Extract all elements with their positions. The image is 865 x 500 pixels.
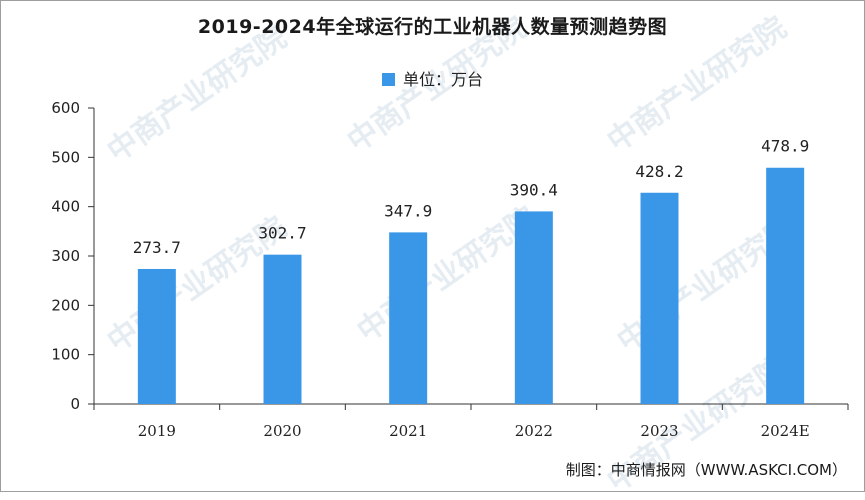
x-tick-label: 2019 (138, 422, 176, 440)
data-label: 273.7 (133, 238, 181, 257)
data-labels: 273.7 302.7 347.9 390.4 428.2 478.9 (133, 137, 810, 257)
x-tick-label: 2023 (640, 422, 678, 440)
bar (137, 268, 176, 404)
bar (389, 232, 428, 404)
bar (263, 254, 302, 404)
chart-title: 2019-2024年全球运行的工业机器人数量预测趋势图 (197, 16, 668, 38)
bar (766, 167, 805, 404)
bar (640, 192, 679, 404)
y-tick-label: 0 (70, 395, 80, 413)
data-label: 478.9 (761, 137, 809, 156)
y-tick-label: 500 (51, 148, 80, 166)
data-label: 428.2 (635, 162, 683, 181)
legend-label: 单位：万台 (402, 70, 483, 89)
legend-swatch (381, 73, 395, 86)
data-label: 390.4 (510, 180, 558, 199)
legend: 单位：万台 (0, 66, 865, 90)
x-axis: 2019 2020 2021 2022 2023 2024E (93, 403, 849, 440)
source-note: 制图：中商情报网（WWW.ASKCI.COM） (565, 461, 847, 479)
y-tick-label: 400 (51, 198, 80, 216)
y-axis: 0 100 200 300 400 500 600 (51, 99, 95, 413)
data-label: 302.7 (258, 224, 306, 243)
bars (137, 167, 805, 404)
x-tick-label: 2024E (761, 422, 810, 440)
y-tick-label: 100 (51, 346, 80, 364)
x-tick-label: 2022 (515, 422, 553, 440)
x-tick-label: 2020 (263, 422, 301, 440)
data-label: 347.9 (384, 201, 432, 220)
bar (514, 211, 553, 404)
y-tick-label: 600 (51, 99, 80, 117)
y-tick-label: 200 (51, 296, 80, 314)
x-tick-label: 2021 (389, 422, 427, 440)
y-tick-label: 300 (51, 247, 80, 265)
